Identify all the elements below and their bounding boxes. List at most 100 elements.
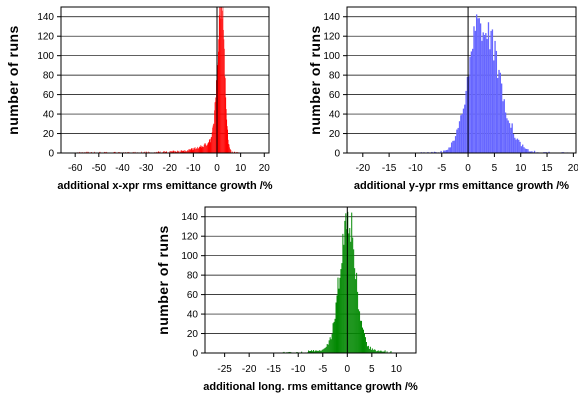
bar-x — [224, 48, 225, 153]
bar-x — [185, 151, 187, 153]
bar-x — [199, 146, 201, 153]
bar-x — [185, 150, 186, 153]
bar-x — [165, 151, 166, 153]
bar-x — [157, 151, 159, 153]
bar-y — [511, 123, 513, 153]
bar-x — [158, 151, 159, 153]
bar-y — [440, 150, 442, 153]
bar-l — [390, 351, 392, 353]
bar-y — [449, 147, 451, 153]
xtick-label-x: 0 — [214, 163, 220, 174]
bar-x — [229, 147, 230, 153]
bar-l — [301, 351, 303, 353]
xtick-label-l: 0 — [345, 364, 351, 375]
ytick-label-y: 0 — [334, 149, 340, 160]
bar-y — [454, 136, 457, 153]
bar-l — [319, 350, 321, 353]
bar-l — [323, 348, 325, 353]
x-axis-label-x: additional x-xpr rms emittance growth /% — [57, 180, 272, 192]
bar-x — [227, 139, 229, 153]
xtick-label-x: -20 — [163, 163, 178, 174]
bar-x — [146, 151, 147, 153]
bar-x — [187, 150, 188, 153]
bar-l — [373, 349, 375, 353]
xtick-label-y: 0 — [465, 163, 471, 174]
bar-l — [320, 350, 322, 353]
bar-x — [187, 150, 189, 153]
bar-x — [188, 149, 189, 153]
bar-x — [183, 150, 185, 153]
bar-x — [218, 15, 220, 153]
bar-x — [236, 151, 238, 153]
xtick-label-l: -5 — [318, 364, 327, 375]
bar-x — [106, 151, 107, 153]
plot-frame-l — [204, 206, 417, 354]
bar-x — [199, 147, 200, 153]
bar-l — [327, 344, 329, 353]
bar-y — [460, 115, 462, 153]
bar-x — [211, 136, 212, 153]
bar-l — [317, 350, 319, 353]
bar-x — [209, 138, 211, 153]
bar-x — [172, 151, 173, 153]
bar-x — [212, 125, 214, 153]
bar-l — [340, 269, 342, 353]
bar-x — [163, 151, 164, 153]
bar-y — [528, 151, 530, 153]
ytick-label-x: 60 — [43, 90, 55, 101]
bar-l — [332, 323, 334, 353]
bar-x — [219, 7, 221, 153]
bar-y — [465, 90, 467, 153]
bar-x — [193, 147, 195, 153]
ytick-label-x: 100 — [37, 51, 54, 62]
bar-x — [184, 151, 186, 153]
bar-y — [531, 151, 533, 153]
bar-x — [193, 150, 194, 153]
bar-y — [500, 83, 503, 153]
bar-x — [214, 110, 215, 153]
bar-l — [330, 339, 332, 353]
bar-l — [348, 233, 350, 353]
bar-x — [178, 151, 179, 153]
bar-x — [215, 101, 217, 153]
bar-y — [482, 32, 484, 154]
ytick-label-y: 100 — [323, 51, 340, 62]
bar-x — [132, 151, 134, 153]
bar-l — [375, 351, 377, 353]
bar-l — [316, 350, 318, 353]
xtick-label-y: -20 — [356, 163, 371, 174]
bar-x — [224, 76, 226, 153]
bar-y — [458, 121, 461, 153]
ytick-label-l: 40 — [187, 310, 199, 321]
bar-y — [498, 69, 500, 153]
bar-y — [512, 133, 515, 153]
bar-x — [186, 151, 187, 153]
bar-x — [223, 29, 224, 154]
bar-x — [114, 151, 116, 153]
bar-x — [208, 143, 210, 153]
bar-x — [221, 7, 222, 153]
xtick-label-x: 10 — [235, 163, 247, 174]
bar-x — [219, 7, 220, 153]
bar-x — [199, 146, 201, 153]
bar-y — [533, 150, 536, 153]
bar-x — [211, 132, 213, 153]
bar-y — [469, 56, 471, 154]
xtick-label-l: -10 — [291, 364, 306, 375]
bar-x — [164, 151, 165, 153]
bar-l — [349, 228, 351, 353]
bar-x — [174, 151, 176, 153]
chart-panel-x: 0 20 40 60 80 100 120 140 -60 -50 -40 -30 -20 -10 0 10 2… — [5, 6, 273, 192]
bar-x — [209, 142, 211, 153]
ytick-label-l: 60 — [187, 290, 199, 301]
bar-x — [87, 151, 89, 153]
bar-x — [202, 147, 204, 153]
ytick-label-l: 140 — [181, 212, 198, 223]
bar-x — [180, 151, 181, 153]
bar-x — [188, 150, 190, 153]
bar-x — [166, 151, 168, 153]
ytick-label-l: 20 — [187, 329, 199, 340]
bar-l — [383, 351, 385, 353]
bar-y — [529, 151, 532, 153]
xtick-label-y: -5 — [437, 163, 446, 174]
